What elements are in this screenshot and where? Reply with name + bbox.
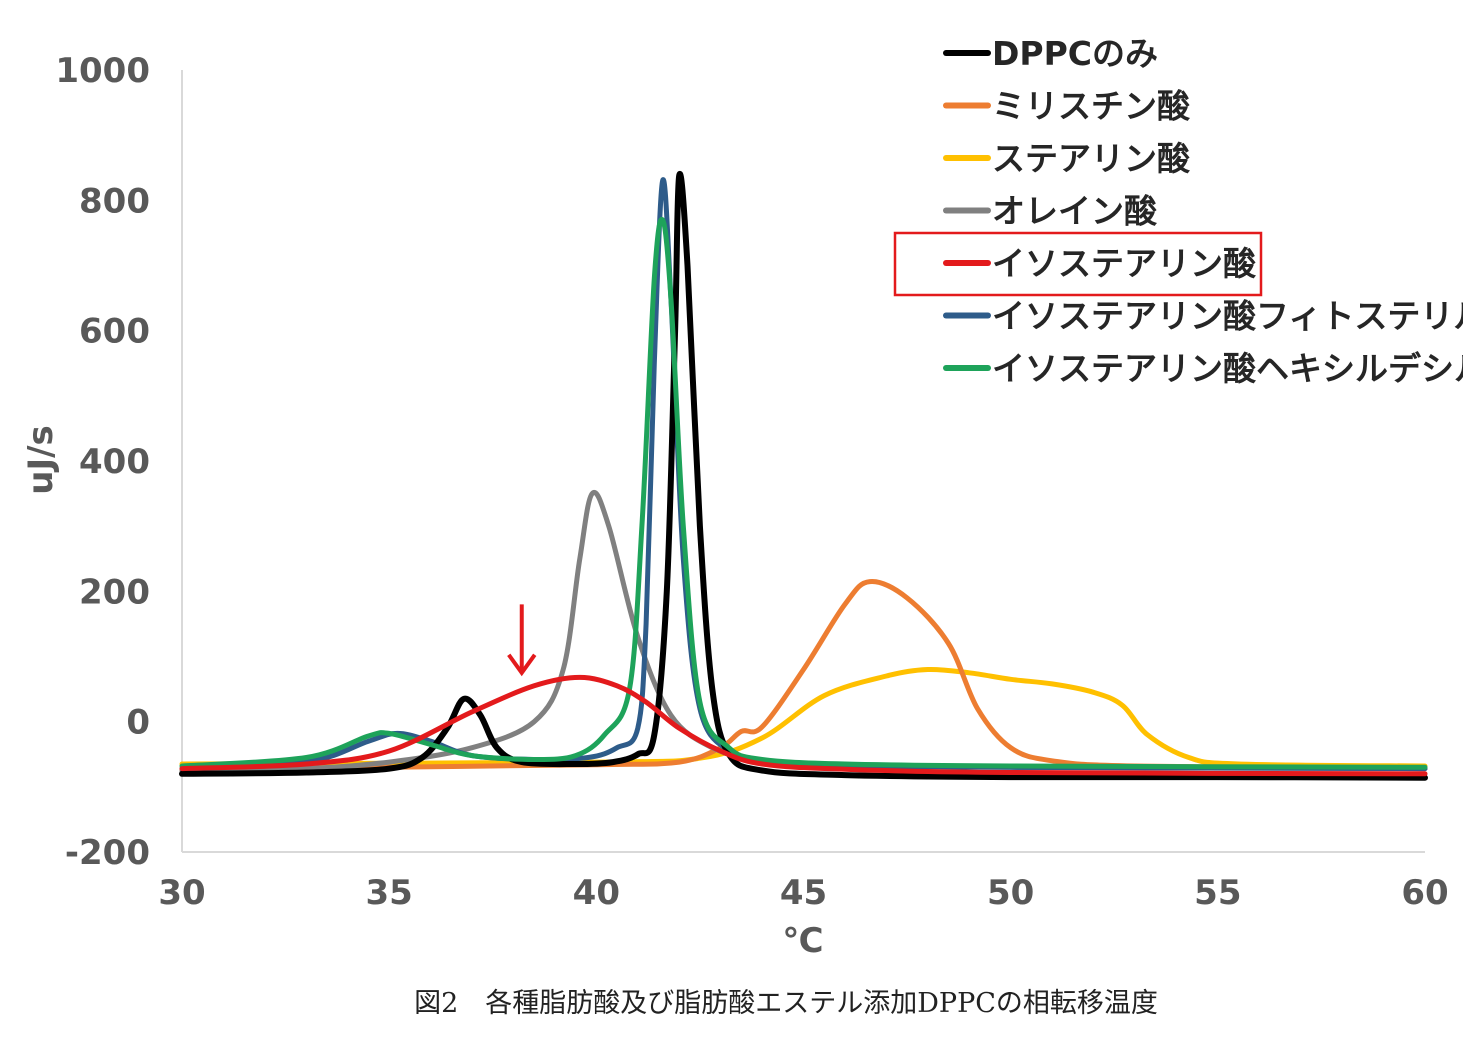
- x-tick-label: 35: [366, 873, 413, 913]
- y-axis-title: uJ/s: [21, 425, 61, 495]
- legend-label: ミリスチン酸: [992, 87, 1191, 126]
- y-tick-label: 400: [79, 442, 150, 482]
- x-tick-label: 45: [780, 873, 827, 913]
- legend: DPPCのみミリスチン酸ステアリン酸オレイン酸イソステアリン酸イソステアリン酸フ…: [893, 34, 1463, 388]
- series-line-2: [179, 666, 1428, 769]
- legend-label: イソステアリン酸フィトステリル: [992, 297, 1463, 336]
- legend-label: ステアリン酸: [992, 139, 1191, 178]
- arrow-head: [507, 653, 537, 677]
- y-tick-label: 600: [79, 312, 150, 352]
- y-tick-label: 800: [79, 181, 150, 221]
- x-tick-label: 30: [158, 873, 205, 913]
- x-tick-label: 60: [1401, 873, 1448, 913]
- y-tick-label: 0: [126, 703, 150, 743]
- legend-label: オレイン酸: [992, 192, 1158, 231]
- y-tick-label: -200: [65, 833, 150, 873]
- y-tick-label: 1000: [55, 51, 150, 91]
- x-tick-label: 50: [987, 873, 1034, 913]
- legend-label: DPPCのみ: [992, 34, 1158, 73]
- series-line-0: [179, 170, 1428, 781]
- y-tick-labels: -200 0 200 400 600 800 1000: [55, 51, 150, 873]
- y-tick-label: 200: [79, 572, 150, 612]
- plot-area: [179, 170, 1428, 781]
- x-axis-title: ℃: [782, 921, 823, 961]
- legend-label: イソステアリン酸ヘキシルデシル: [992, 349, 1463, 388]
- legend-highlight-box: [893, 231, 1263, 297]
- annotation-layer: [507, 604, 537, 677]
- series-line-3: [179, 489, 1428, 774]
- x-tick-label: 55: [1194, 873, 1241, 913]
- series-line-4: [179, 674, 1428, 777]
- figure-caption: 図2 各種脂肪酸及び脂肪酸エステル添加DPPCの相転移温度: [414, 988, 1158, 1019]
- series-line-6: [179, 216, 1428, 770]
- x-tick-label: 40: [573, 873, 620, 913]
- x-tick-labels: 30 35 40 45 50 55 60: [158, 873, 1448, 913]
- legend-label: イソステアリン酸: [992, 244, 1257, 283]
- axes: [181, 70, 1425, 853]
